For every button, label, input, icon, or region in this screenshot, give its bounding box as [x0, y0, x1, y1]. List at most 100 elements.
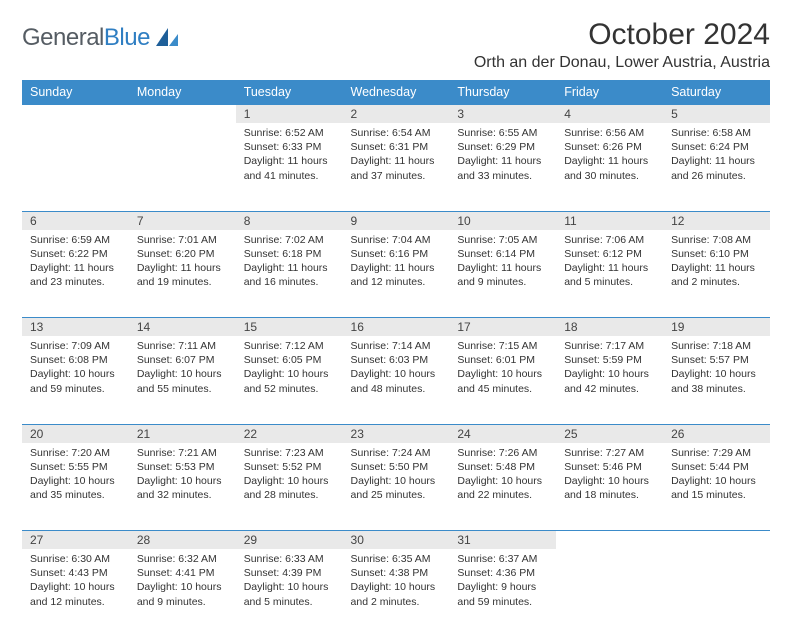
daylight-line: Daylight: 10 hours and 2 minutes.: [351, 580, 442, 608]
day-content-row: Sunrise: 6:59 AMSunset: 6:22 PMDaylight:…: [22, 230, 770, 318]
day-number: 12: [663, 211, 770, 230]
daylight-line: Daylight: 10 hours and 48 minutes.: [351, 367, 442, 395]
day-cell: Sunrise: 6:33 AMSunset: 4:39 PMDaylight:…: [236, 549, 343, 637]
sunset-line: Sunset: 6:18 PM: [244, 247, 335, 261]
day-cell-empty: [129, 123, 236, 211]
day-cell: Sunrise: 6:56 AMSunset: 6:26 PMDaylight:…: [556, 123, 663, 211]
sunrise-line: Sunrise: 7:11 AM: [137, 339, 228, 353]
day-number: 15: [236, 318, 343, 337]
day-number: 9: [343, 211, 450, 230]
day-cell-empty: [663, 549, 770, 637]
sunrise-line: Sunrise: 7:18 AM: [671, 339, 762, 353]
sunrise-line: Sunrise: 6:59 AM: [30, 233, 121, 247]
calendar-table: SundayMondayTuesdayWednesdayThursdayFrid…: [22, 80, 770, 637]
day-number-empty: [129, 105, 236, 124]
sunset-line: Sunset: 6:12 PM: [564, 247, 655, 261]
sunrise-line: Sunrise: 6:56 AM: [564, 126, 655, 140]
sunset-line: Sunset: 6:16 PM: [351, 247, 442, 261]
day-content-row: Sunrise: 6:30 AMSunset: 4:43 PMDaylight:…: [22, 549, 770, 637]
day-number: 21: [129, 424, 236, 443]
weekday-header: Saturday: [663, 80, 770, 105]
daylight-line: Daylight: 10 hours and 28 minutes.: [244, 474, 335, 502]
day-number: 19: [663, 318, 770, 337]
day-cell: Sunrise: 6:59 AMSunset: 6:22 PMDaylight:…: [22, 230, 129, 318]
sunset-line: Sunset: 6:05 PM: [244, 353, 335, 367]
day-content-row: Sunrise: 7:09 AMSunset: 6:08 PMDaylight:…: [22, 336, 770, 424]
sunset-line: Sunset: 5:46 PM: [564, 460, 655, 474]
day-content-row: Sunrise: 6:52 AMSunset: 6:33 PMDaylight:…: [22, 123, 770, 211]
day-number: 8: [236, 211, 343, 230]
weekday-header: Sunday: [22, 80, 129, 105]
daylight-line: Daylight: 11 hours and 19 minutes.: [137, 261, 228, 289]
weekday-header: Monday: [129, 80, 236, 105]
sunset-line: Sunset: 6:01 PM: [457, 353, 548, 367]
day-cell: Sunrise: 7:27 AMSunset: 5:46 PMDaylight:…: [556, 443, 663, 531]
day-cell: Sunrise: 7:23 AMSunset: 5:52 PMDaylight:…: [236, 443, 343, 531]
day-cell: Sunrise: 7:14 AMSunset: 6:03 PMDaylight:…: [343, 336, 450, 424]
day-cell: Sunrise: 7:11 AMSunset: 6:07 PMDaylight:…: [129, 336, 236, 424]
day-number: 11: [556, 211, 663, 230]
day-number-empty: [663, 531, 770, 550]
sunrise-line: Sunrise: 6:33 AM: [244, 552, 335, 566]
day-cell: Sunrise: 7:17 AMSunset: 5:59 PMDaylight:…: [556, 336, 663, 424]
daylight-line: Daylight: 11 hours and 37 minutes.: [351, 154, 442, 182]
daylight-line: Daylight: 10 hours and 15 minutes.: [671, 474, 762, 502]
day-number: 29: [236, 531, 343, 550]
brand-name: GeneralBlue: [22, 24, 150, 52]
daylight-line: Daylight: 10 hours and 9 minutes.: [137, 580, 228, 608]
day-number: 3: [449, 105, 556, 124]
day-number: 28: [129, 531, 236, 550]
day-number-row: 2728293031: [22, 531, 770, 550]
sunrise-line: Sunrise: 6:32 AM: [137, 552, 228, 566]
sunset-line: Sunset: 6:22 PM: [30, 247, 121, 261]
month-title: October 2024: [474, 18, 770, 52]
day-cell: Sunrise: 6:58 AMSunset: 6:24 PMDaylight:…: [663, 123, 770, 211]
day-cell: Sunrise: 6:55 AMSunset: 6:29 PMDaylight:…: [449, 123, 556, 211]
daylight-line: Daylight: 10 hours and 32 minutes.: [137, 474, 228, 502]
sunrise-line: Sunrise: 7:01 AM: [137, 233, 228, 247]
sunrise-line: Sunrise: 7:14 AM: [351, 339, 442, 353]
sunset-line: Sunset: 6:26 PM: [564, 140, 655, 154]
day-cell: Sunrise: 7:18 AMSunset: 5:57 PMDaylight:…: [663, 336, 770, 424]
day-cell-empty: [22, 123, 129, 211]
daylight-line: Daylight: 10 hours and 55 minutes.: [137, 367, 228, 395]
daylight-line: Daylight: 10 hours and 35 minutes.: [30, 474, 121, 502]
sunset-line: Sunset: 5:44 PM: [671, 460, 762, 474]
day-number-empty: [556, 531, 663, 550]
daylight-line: Daylight: 9 hours and 59 minutes.: [457, 580, 548, 608]
daylight-line: Daylight: 10 hours and 42 minutes.: [564, 367, 655, 395]
page-header: GeneralBlue October 2024 Orth an der Don…: [22, 18, 770, 72]
day-cell: Sunrise: 7:26 AMSunset: 5:48 PMDaylight:…: [449, 443, 556, 531]
sunrise-line: Sunrise: 7:15 AM: [457, 339, 548, 353]
day-cell: Sunrise: 7:09 AMSunset: 6:08 PMDaylight:…: [22, 336, 129, 424]
sunrise-line: Sunrise: 7:05 AM: [457, 233, 548, 247]
sunset-line: Sunset: 6:31 PM: [351, 140, 442, 154]
sunrise-line: Sunrise: 7:09 AM: [30, 339, 121, 353]
daylight-line: Daylight: 11 hours and 2 minutes.: [671, 261, 762, 289]
day-number: 22: [236, 424, 343, 443]
sunrise-line: Sunrise: 7:08 AM: [671, 233, 762, 247]
daylight-line: Daylight: 11 hours and 9 minutes.: [457, 261, 548, 289]
sunset-line: Sunset: 6:24 PM: [671, 140, 762, 154]
daylight-line: Daylight: 10 hours and 38 minutes.: [671, 367, 762, 395]
daylight-line: Daylight: 11 hours and 26 minutes.: [671, 154, 762, 182]
day-cell-empty: [556, 549, 663, 637]
day-cell: Sunrise: 7:20 AMSunset: 5:55 PMDaylight:…: [22, 443, 129, 531]
daylight-line: Daylight: 10 hours and 18 minutes.: [564, 474, 655, 502]
daylight-line: Daylight: 11 hours and 30 minutes.: [564, 154, 655, 182]
daylight-line: Daylight: 10 hours and 59 minutes.: [30, 367, 121, 395]
daylight-line: Daylight: 11 hours and 41 minutes.: [244, 154, 335, 182]
daylight-line: Daylight: 11 hours and 23 minutes.: [30, 261, 121, 289]
daylight-line: Daylight: 10 hours and 25 minutes.: [351, 474, 442, 502]
sunrise-line: Sunrise: 7:21 AM: [137, 446, 228, 460]
brand-logo: GeneralBlue: [22, 24, 180, 52]
day-cell: Sunrise: 6:35 AMSunset: 4:38 PMDaylight:…: [343, 549, 450, 637]
location-subtitle: Orth an der Donau, Lower Austria, Austri…: [474, 54, 770, 72]
sunset-line: Sunset: 6:14 PM: [457, 247, 548, 261]
day-number: 14: [129, 318, 236, 337]
sunrise-line: Sunrise: 7:20 AM: [30, 446, 121, 460]
day-number: 4: [556, 105, 663, 124]
day-cell: Sunrise: 7:01 AMSunset: 6:20 PMDaylight:…: [129, 230, 236, 318]
weekday-header: Tuesday: [236, 80, 343, 105]
sunrise-line: Sunrise: 7:27 AM: [564, 446, 655, 460]
